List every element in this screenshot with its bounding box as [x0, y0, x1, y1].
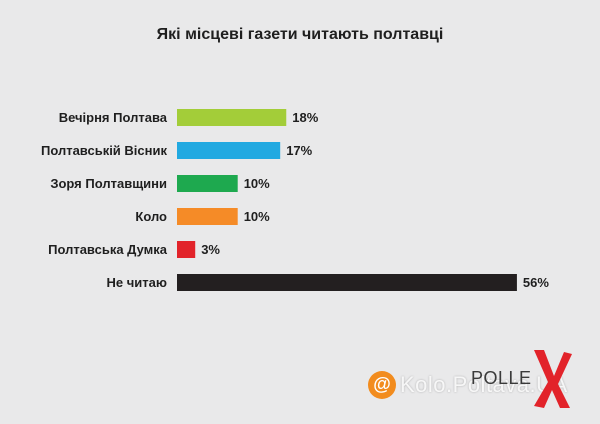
category-label: Полтавській Вісник [41, 143, 168, 158]
pollex-x-icon [534, 350, 572, 408]
category-label: Не читаю [107, 275, 167, 290]
bar [177, 208, 238, 225]
category-label: Коло [135, 209, 167, 224]
value-label: 56% [523, 275, 549, 290]
category-label: Зоря Полтавщини [50, 176, 167, 191]
value-label: 18% [292, 110, 318, 125]
category-label: Полтавська Думка [48, 242, 168, 257]
bar [177, 175, 238, 192]
bar [177, 142, 281, 159]
value-label: 10% [244, 176, 270, 191]
bar [177, 109, 287, 126]
category-label: Вечірня Полтава [59, 110, 168, 125]
watermark-text: Kolo.Poltava.UA [366, 372, 568, 398]
value-label: 10% [244, 209, 270, 224]
value-label: 17% [286, 143, 312, 158]
value-label: 3% [201, 242, 220, 257]
bar [177, 274, 517, 291]
at-icon: @ [368, 371, 396, 399]
bar [177, 241, 196, 258]
watermark-label: Kolo.Poltava.UA [400, 372, 568, 397]
chart-title: Які місцеві газети читають полтавці [156, 26, 444, 43]
pollex-logo-text: POLLE [471, 368, 532, 388]
